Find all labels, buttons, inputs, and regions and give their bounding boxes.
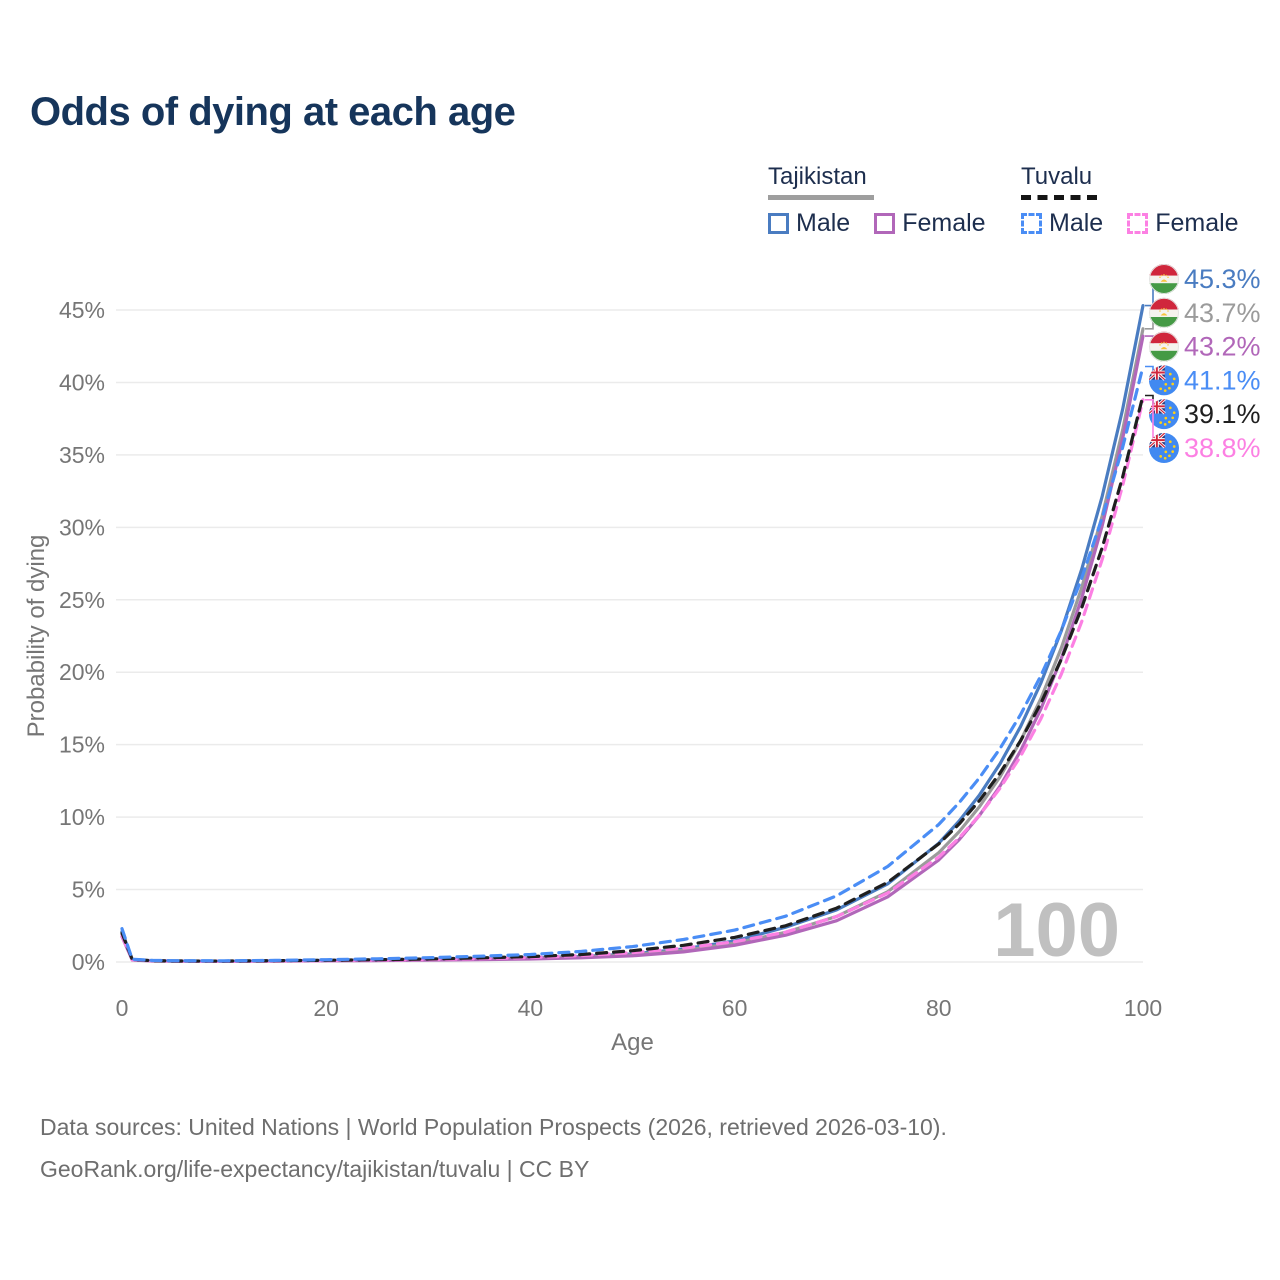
data-source-line1: Data sources: United Nations | World Pop… bbox=[40, 1114, 947, 1140]
x-tick-label: 0 bbox=[116, 995, 129, 1021]
legend-country-tuvalu[interactable]: Tuvalu bbox=[1021, 163, 1093, 190]
y-tick-label: 5% bbox=[72, 877, 105, 903]
age-counter-watermark: 100 bbox=[993, 888, 1120, 973]
x-tick-label: 80 bbox=[926, 995, 952, 1021]
series-line-tajikistan-total[interactable] bbox=[120, 327, 1145, 963]
data-source-note: Data sources: United Nations | World Pop… bbox=[40, 1106, 947, 1190]
series-line-tajikistan-female[interactable] bbox=[120, 334, 1145, 963]
legend-group-tajikistan: Tajikistan Male Female bbox=[768, 163, 1002, 238]
end-label-value[interactable]: 41.1% bbox=[1184, 365, 1261, 395]
tuvalu-flag-icon bbox=[1149, 365, 1179, 396]
tajikistan-flag-icon bbox=[1149, 331, 1179, 362]
series-line-tajikistan-male[interactable] bbox=[120, 304, 1145, 963]
page-title: Odds of dying at each age bbox=[30, 90, 516, 134]
series-line-tuvalu-male[interactable] bbox=[120, 364, 1145, 963]
y-tick-label: 10% bbox=[59, 804, 105, 830]
data-source-line2: GeoRank.org/life-expectancy/tajikistan/t… bbox=[40, 1156, 590, 1182]
end-label-tuvalu-total[interactable]: 39.1% bbox=[1149, 399, 1261, 430]
end-label-tajikistan-total[interactable]: 43.7% bbox=[1149, 297, 1261, 328]
end-label-tajikistan-female[interactable]: 43.2% bbox=[1149, 331, 1261, 362]
end-label-value[interactable]: 45.3% bbox=[1184, 264, 1261, 294]
x-axis-title: Age bbox=[611, 1029, 654, 1056]
tajikistan-flag-icon bbox=[1149, 264, 1179, 294]
legend-item-tuvalu-female[interactable]: Female bbox=[1127, 209, 1239, 238]
legend-item-label: Female bbox=[1155, 209, 1239, 237]
series-line-tuvalu-female[interactable] bbox=[120, 398, 1145, 963]
end-label-value[interactable]: 43.2% bbox=[1184, 332, 1261, 362]
legend-item-label: Female bbox=[902, 209, 986, 237]
tuvalu-flag-icon bbox=[1149, 433, 1179, 463]
y-tick-label: 30% bbox=[59, 514, 105, 540]
series-line-tuvalu-total[interactable] bbox=[120, 393, 1145, 963]
legend-item-tajikistan-male[interactable]: Male bbox=[768, 209, 850, 238]
legend-item-tuvalu-male[interactable]: Male bbox=[1021, 209, 1103, 238]
tajikistan-flag-icon bbox=[1149, 297, 1179, 328]
end-label-value[interactable]: 38.8% bbox=[1184, 433, 1261, 463]
end-label-value[interactable]: 43.7% bbox=[1184, 298, 1261, 328]
end-label-tajikistan-male[interactable]: 45.3% bbox=[1149, 264, 1261, 294]
y-tick-label: 40% bbox=[59, 369, 105, 395]
tuvalu-male-swatch[interactable] bbox=[1021, 213, 1042, 234]
legend-item-label: Male bbox=[1049, 209, 1104, 237]
legend-item-label: Male bbox=[796, 209, 851, 237]
end-label-value[interactable]: 39.1% bbox=[1184, 399, 1261, 429]
x-tick-label: 100 bbox=[1124, 995, 1162, 1021]
y-tick-label: 45% bbox=[59, 297, 105, 323]
legend-item-tajikistan-female[interactable]: Female bbox=[874, 209, 986, 238]
tajikistan-solid-line-swatch bbox=[768, 195, 874, 200]
odds-of-dying-line-chart: 0% 5% 10% 15% 20% 25% 30% 35% 40% 45% 0 20 40 60 80 100… bbox=[23, 264, 1261, 1056]
y-tick-label: 15% bbox=[59, 732, 105, 758]
tuvalu-dashed-line-swatch bbox=[1021, 195, 1097, 200]
end-label-tuvalu-male[interactable]: 41.1% bbox=[1149, 365, 1261, 396]
tuvalu-female-swatch[interactable] bbox=[1127, 213, 1149, 234]
y-tick-label: 35% bbox=[59, 442, 105, 468]
tajikistan-male-swatch[interactable] bbox=[768, 213, 789, 234]
x-tick-label: 20 bbox=[313, 995, 339, 1021]
y-tick-label: 20% bbox=[59, 659, 105, 685]
tajikistan-female-swatch[interactable] bbox=[874, 213, 896, 234]
x-tick-label: 40 bbox=[518, 995, 544, 1021]
legend-country-tajikistan[interactable]: Tajikistan bbox=[768, 163, 867, 190]
y-axis-title: Probability of dying bbox=[23, 535, 50, 738]
x-tick-label: 60 bbox=[722, 995, 748, 1021]
legend-group-tuvalu: Tuvalu Male Female bbox=[1021, 163, 1255, 238]
y-tick-label: 25% bbox=[59, 587, 105, 613]
end-label-tuvalu-female[interactable]: 38.8% bbox=[1149, 433, 1261, 463]
y-tick-label: 0% bbox=[72, 949, 105, 975]
